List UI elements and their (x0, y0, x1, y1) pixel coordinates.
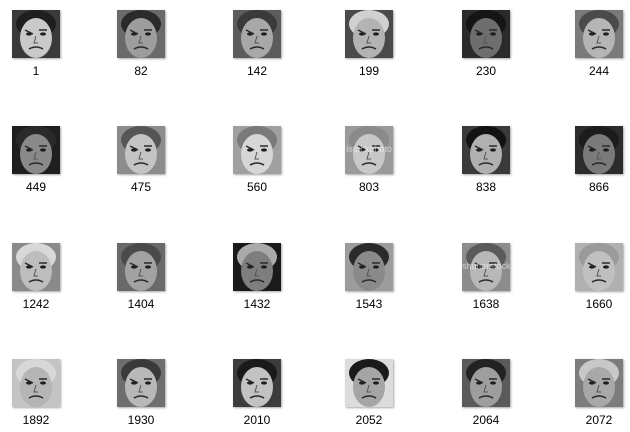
file-item[interactable]: 1404 (101, 243, 181, 315)
file-item[interactable]: 1432 (217, 243, 297, 315)
file-name-label[interactable]: 1432 (243, 297, 271, 311)
face-thumbnail-icon[interactable] (575, 243, 623, 291)
face-thumbnail-icon[interactable] (233, 243, 281, 291)
face-thumbnail-icon[interactable] (345, 359, 393, 407)
face-thumbnail-icon[interactable] (12, 10, 60, 58)
face-thumbnail-icon[interactable] (233, 359, 281, 407)
file-name-label[interactable]: 1660 (585, 297, 613, 311)
file-item[interactable]: 475 (101, 126, 181, 198)
file-name-label[interactable]: 230 (475, 64, 497, 78)
face-thumbnail-icon[interactable] (575, 126, 623, 174)
file-name-label[interactable]: 1543 (355, 297, 383, 311)
face-thumbnail-icon[interactable] (12, 126, 60, 174)
face-thumbnail-icon[interactable] (117, 126, 165, 174)
file-item[interactable]: 838 (446, 126, 526, 198)
file-name-label[interactable]: 1404 (127, 297, 155, 311)
file-name-label[interactable]: 803 (358, 180, 380, 194)
file-name-label[interactable]: 2064 (472, 413, 500, 427)
face-thumbnail-icon[interactable] (117, 359, 165, 407)
file-item[interactable]: 1543 (329, 243, 409, 315)
file-name-label[interactable]: 2010 (243, 413, 271, 427)
face-thumbnail-icon[interactable]: shutterstock (462, 243, 510, 291)
face-thumbnail-icon[interactable] (117, 243, 165, 291)
file-name-label[interactable]: 449 (25, 180, 47, 194)
face-thumbnail-icon[interactable] (575, 10, 623, 58)
file-name-label[interactable]: 475 (130, 180, 152, 194)
face-thumbnail-icon[interactable] (233, 10, 281, 58)
file-item[interactable]: 1242 (0, 243, 76, 315)
face-thumbnail-icon[interactable] (462, 126, 510, 174)
file-name-label[interactable]: 199 (358, 64, 380, 78)
file-name-label[interactable]: 1930 (127, 413, 155, 427)
face-thumbnail-icon[interactable] (12, 243, 60, 291)
face-thumbnail-icon[interactable]: istockphoto (345, 126, 393, 174)
face-thumbnail-icon[interactable] (233, 126, 281, 174)
face-thumbnail-icon[interactable] (575, 359, 623, 407)
file-name-label[interactable]: 1638 (472, 297, 500, 311)
file-name-label[interactable]: 560 (246, 180, 268, 194)
face-thumbnail-icon[interactable] (12, 359, 60, 407)
file-name-label[interactable]: 244 (588, 64, 610, 78)
file-item[interactable]: 1660 (559, 243, 630, 315)
file-name-label[interactable]: 142 (246, 64, 268, 78)
file-item[interactable]: 449 (0, 126, 76, 198)
file-name-label[interactable]: 1 (32, 64, 40, 78)
file-item[interactable]: 1 (0, 10, 76, 82)
face-thumbnail-icon[interactable] (345, 10, 393, 58)
file-item[interactable]: 199 (329, 10, 409, 82)
file-item[interactable]: 1930 (101, 359, 181, 431)
face-thumbnail-icon[interactable] (345, 243, 393, 291)
file-item[interactable]: 2010 (217, 359, 297, 431)
file-name-label[interactable]: 2052 (355, 413, 383, 427)
file-name-label[interactable]: 1242 (22, 297, 50, 311)
file-item[interactable]: 230 (446, 10, 526, 82)
file-item[interactable]: istockphoto 803 (329, 126, 409, 198)
file-item[interactable]: 2064 (446, 359, 526, 431)
file-item[interactable]: 866 (559, 126, 630, 198)
file-item[interactable]: shutterstock 1638 (446, 243, 526, 315)
file-name-label[interactable]: 82 (134, 64, 148, 78)
file-item[interactable]: 142 (217, 10, 297, 82)
file-name-label[interactable]: 1892 (22, 413, 50, 427)
file-name-label[interactable]: 2072 (585, 413, 613, 427)
face-thumbnail-icon[interactable] (462, 10, 510, 58)
file-item[interactable]: 1892 (0, 359, 76, 431)
file-item[interactable]: 560 (217, 126, 297, 198)
file-item[interactable]: 244 (559, 10, 630, 82)
file-item[interactable]: 2052 (329, 359, 409, 431)
file-item[interactable]: 82 (101, 10, 181, 82)
file-name-label[interactable]: 838 (475, 180, 497, 194)
face-thumbnail-icon[interactable] (117, 10, 165, 58)
face-thumbnail-icon[interactable] (462, 359, 510, 407)
file-item[interactable]: 2072 (559, 359, 630, 431)
file-name-label[interactable]: 866 (588, 180, 610, 194)
